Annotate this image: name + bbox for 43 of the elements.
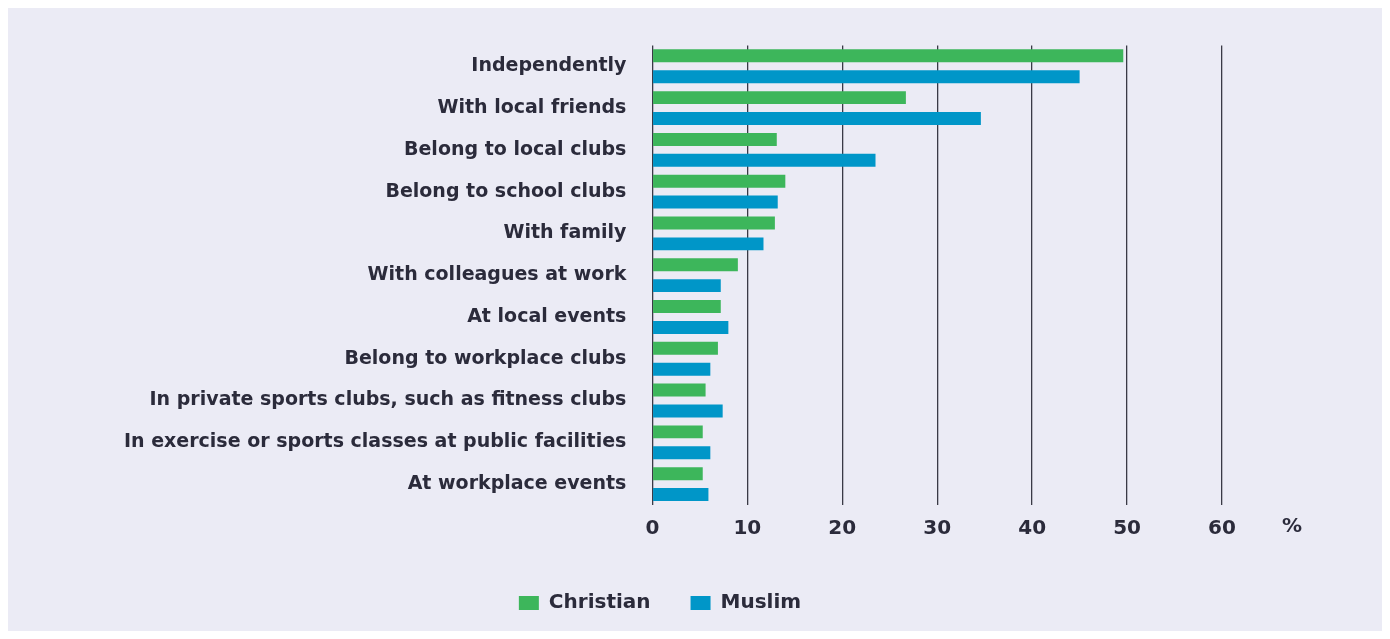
x-tick-label: 30 <box>923 515 952 540</box>
bar <box>653 300 721 314</box>
bar <box>653 279 721 293</box>
bar <box>653 404 723 418</box>
x-tick-label: 60 <box>1208 515 1236 540</box>
y-tick-label: At workplace events <box>407 471 627 494</box>
legend-label: Muslim <box>720 589 802 614</box>
bar <box>653 91 906 105</box>
x-tick-label: 40 <box>1018 515 1047 540</box>
y-tick-label: Belong to local clubs <box>404 136 627 159</box>
bar <box>653 70 1080 84</box>
y-tick-label: With local friends <box>437 95 627 118</box>
y-tick-label: Belong to school clubs <box>385 178 627 201</box>
bar <box>653 174 786 188</box>
y-tick-label: Belong to workplace clubs <box>344 345 627 368</box>
bar <box>653 383 706 397</box>
bar <box>653 425 703 439</box>
bar <box>653 488 709 502</box>
x-tick-label: 20 <box>828 515 857 540</box>
y-tick-label: Independently <box>471 53 628 76</box>
bar <box>653 132 777 146</box>
bar <box>653 216 775 230</box>
legend-label: Christian <box>548 589 651 614</box>
x-axis-title: % <box>1281 513 1303 538</box>
bar <box>653 153 876 167</box>
x-tick-label: 0 <box>645 515 660 540</box>
y-tick-label: In exercise or sports classes at public facilities <box>123 429 627 452</box>
bar <box>653 195 778 209</box>
y-tick-label: At local events <box>467 303 627 326</box>
bar <box>653 341 718 355</box>
y-tick-label: With family <box>503 220 628 243</box>
bar <box>653 362 711 376</box>
bar <box>653 258 738 272</box>
bar <box>653 446 711 460</box>
y-tick-label: With colleagues at work <box>367 262 627 285</box>
x-tick-label: 10 <box>733 515 762 540</box>
y-tick-label: In private sports clubs, such as fitness clubs <box>149 387 627 410</box>
bar <box>653 49 1124 63</box>
bar <box>653 467 703 481</box>
bar <box>653 112 981 125</box>
x-tick-label: 50 <box>1113 515 1141 540</box>
bar <box>653 320 729 334</box>
bar <box>653 237 764 251</box>
